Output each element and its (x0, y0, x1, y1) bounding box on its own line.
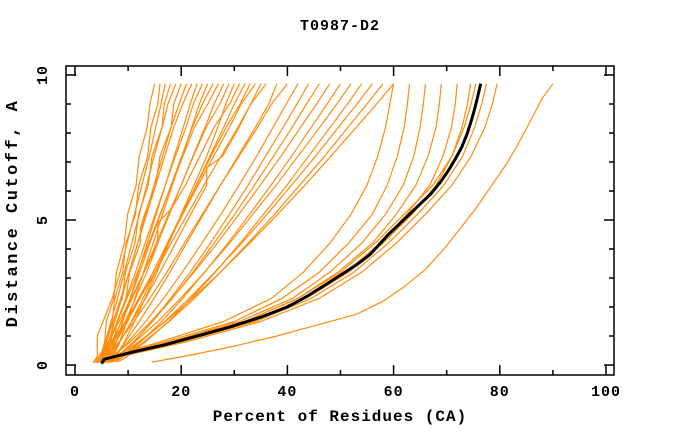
x-tick-label: 20 (171, 384, 191, 401)
prediction-curve (107, 83, 278, 363)
y-tick-label: 0 (35, 360, 52, 370)
prediction-curve (99, 83, 288, 363)
prediction-curve (96, 83, 203, 364)
prediction-curve (95, 83, 219, 364)
prediction-curve (92, 83, 166, 364)
prediction-curve (117, 83, 363, 363)
x-tick-label: 40 (277, 384, 297, 401)
prediction-curve (109, 83, 498, 363)
prediction-curve (95, 83, 267, 364)
prediction-curve (95, 83, 177, 363)
prediction-curve (103, 83, 411, 363)
prediction-curve (92, 83, 241, 364)
chart-title: T0987-D2 (300, 18, 380, 35)
prediction-curve (97, 83, 161, 363)
prediction-curve (103, 83, 331, 364)
prediction-curve (97, 83, 256, 364)
prediction-curve (94, 83, 193, 364)
prediction-curve (102, 83, 395, 364)
x-tick-label: 0 (70, 384, 80, 401)
prediction-curve (110, 83, 384, 363)
reference-curve (100, 83, 483, 365)
y-axis-label: Distance Cutoff, A (4, 99, 23, 328)
axis-box (65, 65, 615, 376)
x-tick-label: 100 (591, 384, 621, 401)
curves-layer (92, 83, 554, 365)
prediction-curve (104, 83, 442, 363)
y-tick-label: 5 (35, 215, 52, 225)
x-tick-label: 60 (384, 384, 404, 401)
prediction-curve (109, 83, 320, 363)
axes-layer: 0 20 40 60 80 100 0 5 10 (35, 65, 621, 401)
x-axis-label: Percent of Residues (CA) (213, 408, 467, 426)
prediction-curve (105, 83, 352, 364)
prediction-curve (151, 83, 554, 363)
prediction-curve (106, 83, 299, 363)
prediction-curve (108, 83, 373, 364)
prediction-curve (101, 83, 395, 364)
y-tick-label: 10 (35, 65, 52, 85)
x-tick-label: 80 (490, 384, 510, 401)
